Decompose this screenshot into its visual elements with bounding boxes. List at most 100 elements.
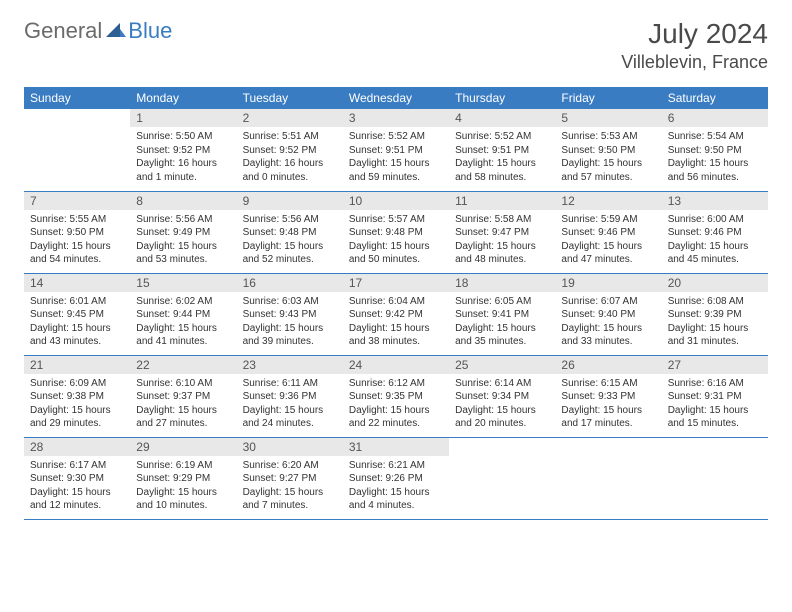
sunset-text: Sunset: 9:52 PM <box>136 144 230 158</box>
day-number: 8 <box>130 192 236 210</box>
calendar-cell: 5Sunrise: 5:53 AMSunset: 9:50 PMDaylight… <box>555 109 661 191</box>
day-number: 16 <box>237 274 343 292</box>
daylight-text: Daylight: 15 hours and 10 minutes. <box>136 486 230 513</box>
calendar-cell: 8Sunrise: 5:56 AMSunset: 9:49 PMDaylight… <box>130 191 236 273</box>
daylight-text: Daylight: 15 hours and 59 minutes. <box>349 157 443 184</box>
sunrise-text: Sunrise: 5:52 AM <box>455 130 549 144</box>
calendar-body: 1 Sunrise: 5:50 AMSunset: 9:52 PM Daylight… <box>24 109 768 519</box>
day-details: Sunrise: 6:02 AMSunset: 9:44 PMDaylight:… <box>130 292 236 353</box>
day-details: Sunrise: 6:09 AMSunset: 9:38 PMDaylight:… <box>24 374 130 435</box>
calendar-cell: 26Sunrise: 6:15 AMSunset: 9:33 PMDayligh… <box>555 355 661 437</box>
daylight-text: Daylight: 15 hours and 7 minutes. <box>243 486 337 513</box>
daylight-text: Daylight: 15 hours and 54 minutes. <box>30 240 124 267</box>
day-header: Monday <box>130 87 236 109</box>
day-details: Sunrise: 5:56 AMSunset: 9:48 PMDaylight:… <box>237 210 343 271</box>
sunrise-text: Sunrise: 6:05 AM <box>455 295 549 309</box>
day-number: 27 <box>662 356 768 374</box>
day-details: Sunrise: 5:57 AMSunset: 9:48 PMDaylight:… <box>343 210 449 271</box>
day-details: Sunrise: 6:03 AMSunset: 9:43 PMDaylight:… <box>237 292 343 353</box>
day-details: Sunrise: 6:15 AMSunset: 9:33 PMDaylight:… <box>555 374 661 435</box>
sunrise-text: Sunrise: 6:09 AM <box>30 377 124 391</box>
sunrise-text: Sunrise: 5:56 AM <box>243 213 337 227</box>
day-number: 5 <box>555 109 661 127</box>
calendar-cell: 17Sunrise: 6:04 AMSunset: 9:42 PMDayligh… <box>343 273 449 355</box>
sunrise-text: Sunrise: 5:51 AM <box>243 130 337 144</box>
calendar-week: 28Sunrise: 6:17 AMSunset: 9:30 PMDayligh… <box>24 437 768 519</box>
page-header: General Blue July 2024 Villeblevin, Fran… <box>0 0 792 81</box>
calendar-cell <box>24 109 130 191</box>
sunset-text: Sunset: 9:44 PM <box>136 308 230 322</box>
sunrise-text: Sunrise: 6:04 AM <box>349 295 443 309</box>
calendar-cell: 14Sunrise: 6:01 AMSunset: 9:45 PMDayligh… <box>24 273 130 355</box>
sunrise-text: Sunrise: 5:50 AM <box>136 130 230 144</box>
day-number: 19 <box>555 274 661 292</box>
day-number: 23 <box>237 356 343 374</box>
calendar-cell: 6Sunrise: 5:54 AMSunset: 9:50 PMDaylight… <box>662 109 768 191</box>
day-header: Friday <box>555 87 661 109</box>
sunset-text: Sunset: 9:35 PM <box>349 390 443 404</box>
brand-triangle-icon <box>106 21 126 42</box>
calendar-cell: 15Sunrise: 6:02 AMSunset: 9:44 PMDayligh… <box>130 273 236 355</box>
sunrise-text: Sunrise: 5:56 AM <box>136 213 230 227</box>
sunset-text: Sunset: 9:34 PM <box>455 390 549 404</box>
sunrise-text: Sunrise: 6:08 AM <box>668 295 762 309</box>
calendar-cell: 31Sunrise: 6:21 AMSunset: 9:26 PMDayligh… <box>343 437 449 519</box>
sunset-text: Sunset: 9:33 PM <box>561 390 655 404</box>
calendar-cell: 23Sunrise: 6:11 AMSunset: 9:36 PMDayligh… <box>237 355 343 437</box>
sunrise-text: Sunrise: 5:57 AM <box>349 213 443 227</box>
day-number <box>24 109 130 113</box>
calendar-cell: 11Sunrise: 5:58 AMSunset: 9:47 PMDayligh… <box>449 191 555 273</box>
day-number: 11 <box>449 192 555 210</box>
daylight-text: Daylight: 15 hours and 41 minutes. <box>136 322 230 349</box>
day-number: 25 <box>449 356 555 374</box>
daylight-text: Daylight: 15 hours and 20 minutes. <box>455 404 549 431</box>
day-details: Sunrise: 5:52 AMSunset: 9:51 PMDaylight:… <box>449 127 555 188</box>
sunrise-text: Sunrise: 6:07 AM <box>561 295 655 309</box>
sunrise-text: Sunrise: 6:03 AM <box>243 295 337 309</box>
calendar-cell: 13Sunrise: 6:00 AMSunset: 9:46 PMDayligh… <box>662 191 768 273</box>
calendar-cell: 24Sunrise: 6:12 AMSunset: 9:35 PMDayligh… <box>343 355 449 437</box>
daylight-text: Daylight: 15 hours and 50 minutes. <box>349 240 443 267</box>
day-number: 31 <box>343 438 449 456</box>
sunset-text: Sunset: 9:51 PM <box>455 144 549 158</box>
sunrise-text: Sunrise: 6:11 AM <box>243 377 337 391</box>
brand-logo: General Blue <box>24 18 172 44</box>
sunrise-text: Sunrise: 5:52 AM <box>349 130 443 144</box>
day-details: Sunrise: 5:52 AMSunset: 9:51 PMDaylight:… <box>343 127 449 188</box>
day-number: 6 <box>662 109 768 127</box>
calendar-cell: 10Sunrise: 5:57 AMSunset: 9:48 PMDayligh… <box>343 191 449 273</box>
location-label: Villeblevin, France <box>621 52 768 73</box>
day-number: 21 <box>24 356 130 374</box>
calendar-cell: 27Sunrise: 6:16 AMSunset: 9:31 PMDayligh… <box>662 355 768 437</box>
sunset-text: Sunset: 9:37 PM <box>136 390 230 404</box>
calendar-cell: 20Sunrise: 6:08 AMSunset: 9:39 PMDayligh… <box>662 273 768 355</box>
daylight-text: Daylight: 15 hours and 38 minutes. <box>349 322 443 349</box>
calendar-cell: 9Sunrise: 5:56 AMSunset: 9:48 PMDaylight… <box>237 191 343 273</box>
day-number: 26 <box>555 356 661 374</box>
calendar-week: 21Sunrise: 6:09 AMSunset: 9:38 PMDayligh… <box>24 355 768 437</box>
sunset-text: Sunset: 9:27 PM <box>243 472 337 486</box>
day-details: Sunrise: 6:16 AMSunset: 9:31 PMDaylight:… <box>662 374 768 435</box>
daylight-text: Daylight: 15 hours and 27 minutes. <box>136 404 230 431</box>
sunrise-text: Sunrise: 5:59 AM <box>561 213 655 227</box>
month-year-title: July 2024 <box>621 18 768 50</box>
sunrise-text: Sunrise: 6:00 AM <box>668 213 762 227</box>
day-number: 1 <box>130 109 236 127</box>
sunrise-text: Sunrise: 6:19 AM <box>136 459 230 473</box>
sunrise-text: Sunrise: 5:54 AM <box>668 130 762 144</box>
day-number: 10 <box>343 192 449 210</box>
calendar-cell <box>449 437 555 519</box>
sunrise-text: Sunrise: 6:12 AM <box>349 377 443 391</box>
sunset-text: Sunset: 9:47 PM <box>455 226 549 240</box>
sunset-text: Sunset: 9:46 PM <box>561 226 655 240</box>
calendar-cell: 19Sunrise: 6:07 AMSunset: 9:40 PMDayligh… <box>555 273 661 355</box>
sunset-text: Sunset: 9:41 PM <box>455 308 549 322</box>
calendar-cell: 12Sunrise: 5:59 AMSunset: 9:46 PMDayligh… <box>555 191 661 273</box>
day-details: Sunrise: 5:59 AMSunset: 9:46 PMDaylight:… <box>555 210 661 271</box>
sunset-text: Sunset: 9:38 PM <box>30 390 124 404</box>
sunrise-text: Sunrise: 6:15 AM <box>561 377 655 391</box>
calendar-cell: 22Sunrise: 6:10 AMSunset: 9:37 PMDayligh… <box>130 355 236 437</box>
daylight-text: Daylight: 15 hours and 33 minutes. <box>561 322 655 349</box>
sunrise-text: Sunrise: 5:58 AM <box>455 213 549 227</box>
day-details: Sunrise: 5:54 AMSunset: 9:50 PMDaylight:… <box>662 127 768 188</box>
